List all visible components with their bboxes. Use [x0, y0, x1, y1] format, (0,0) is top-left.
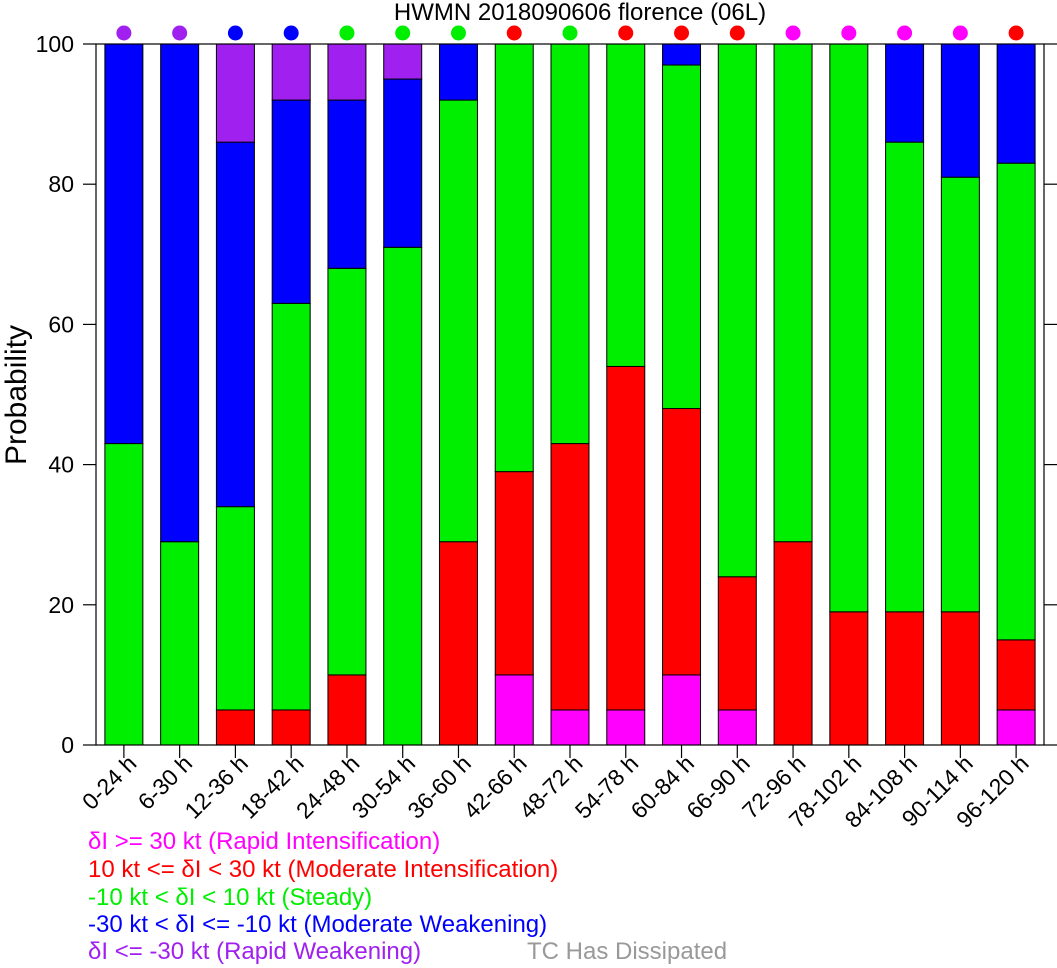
bar-segment-4-3 — [215, 141, 255, 508]
bar-segment-4-5 — [327, 99, 367, 269]
top-marker-10 — [618, 25, 634, 41]
bar-segment-2-3 — [215, 709, 255, 746]
top-marker-5 — [339, 25, 355, 41]
bar-segment-2-12 — [717, 576, 757, 711]
bar-segment-2-5 — [327, 674, 367, 746]
legend-moderate-weakening: -30 kt < δI <= -10 kt (Moderate Weakenin… — [88, 911, 548, 938]
top-marker-8 — [506, 25, 522, 41]
top-marker-16 — [952, 25, 968, 41]
bar-segment-4-15 — [885, 43, 925, 143]
bar-segment-3-9 — [550, 43, 590, 445]
legend-rapid-weakening: δI <= -30 kt (Rapid Weakening) — [88, 938, 422, 965]
bar-segment-4-11 — [662, 43, 702, 66]
bar-segment-3-10 — [606, 43, 646, 367]
bar-segment-3-8 — [494, 43, 534, 473]
legend-moderate-intensification: 10 kt <= δI < 30 kt (Moderate Intensific… — [88, 856, 559, 883]
top-marker-11 — [674, 25, 690, 41]
y-tick-label: 20 — [48, 592, 74, 618]
bar-segment-3-15 — [885, 141, 925, 613]
bar-segment-3-12 — [717, 43, 757, 578]
bar-segment-1-17 — [996, 709, 1036, 746]
bar-segment-4-6 — [383, 78, 423, 248]
bar-segment-3-2 — [160, 541, 200, 746]
top-marker-13 — [785, 25, 801, 41]
top-marker-15 — [897, 25, 913, 41]
bar-segment-3-17 — [996, 162, 1036, 641]
legend-tc-dissipated: TC Has Dissipated — [527, 938, 728, 965]
x-tick-label: 0-24 h — [77, 750, 142, 815]
bar-segment-5-6 — [383, 43, 423, 80]
bar-segment-3-4 — [271, 302, 311, 711]
top-marker-1 — [116, 25, 132, 41]
bar-segment-5-4 — [271, 43, 311, 101]
bar-segment-3-1 — [104, 443, 144, 746]
y-tick-label: 100 — [36, 31, 74, 57]
bar-segment-1-10 — [606, 709, 646, 746]
top-marker-3 — [227, 25, 243, 41]
y-tick-label: 80 — [48, 171, 74, 197]
bar-segment-2-9 — [550, 443, 590, 711]
bar-segment-1-12 — [717, 709, 757, 746]
bar-segment-4-1 — [104, 43, 144, 445]
bar-segment-4-16 — [940, 43, 980, 178]
bar-segment-2-17 — [996, 639, 1036, 711]
bar-segment-4-17 — [996, 43, 1036, 164]
bar-segment-3-3 — [215, 506, 255, 711]
legend-rapid-intensification: δI >= 30 kt (Rapid Intensification) — [88, 828, 441, 855]
bar-segment-3-11 — [662, 64, 702, 410]
bar-segment-1-9 — [550, 709, 590, 746]
bar-segment-2-7 — [438, 541, 478, 746]
top-marker-14 — [841, 25, 857, 41]
bar-segment-1-11 — [662, 674, 702, 746]
bar-segment-3-14 — [829, 43, 869, 613]
y-axis-label: Probability — [0, 325, 33, 465]
bar-segment-1-8 — [494, 674, 534, 746]
top-markers — [116, 25, 1024, 41]
bar-segment-4-4 — [271, 99, 311, 304]
bar-segment-2-8 — [494, 471, 534, 676]
top-marker-7 — [450, 25, 466, 41]
bar-segment-5-5 — [327, 43, 367, 101]
bar-segment-2-11 — [662, 408, 702, 676]
bar-segment-3-16 — [940, 176, 980, 613]
top-marker-9 — [562, 25, 578, 41]
bar-segment-2-13 — [773, 541, 813, 746]
chart-title: HWMN 2018090606 florence (06L) — [394, 0, 766, 26]
bar-segment-3-6 — [383, 246, 423, 746]
top-marker-6 — [395, 25, 411, 41]
top-marker-4 — [283, 25, 299, 41]
bar-segment-4-2 — [160, 43, 200, 543]
bars-layer — [104, 43, 1036, 746]
bar-segment-2-15 — [885, 611, 925, 746]
bar-segment-3-7 — [438, 99, 478, 543]
top-marker-2 — [172, 25, 188, 41]
bar-segment-2-10 — [606, 365, 646, 711]
bar-segment-2-14 — [829, 611, 869, 746]
y-tick-label: 0 — [61, 732, 74, 758]
bar-segment-5-3 — [215, 43, 255, 143]
legend-steady: -10 kt < δI < 10 kt (Steady) — [88, 884, 373, 911]
y-tick-label: 60 — [48, 311, 74, 337]
bar-segment-3-13 — [773, 43, 813, 543]
top-marker-17 — [1008, 25, 1024, 41]
y-tick-label: 40 — [48, 452, 74, 478]
top-marker-12 — [729, 25, 745, 41]
bar-segment-2-16 — [940, 611, 980, 746]
bar-segment-2-4 — [271, 709, 311, 746]
bar-segment-4-7 — [438, 43, 478, 101]
bar-segment-3-5 — [327, 267, 367, 676]
